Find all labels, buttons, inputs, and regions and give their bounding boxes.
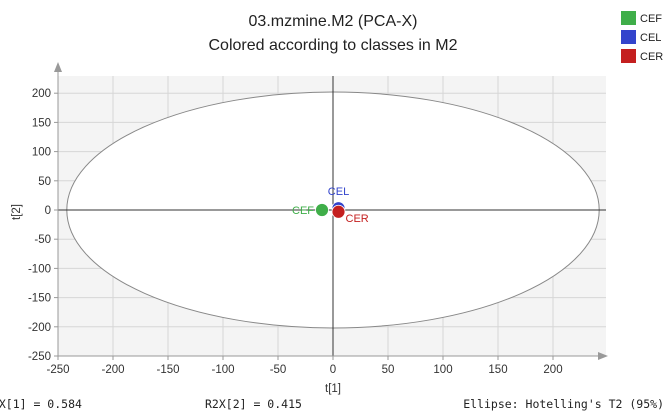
ellipse-readout: Ellipse: Hotelling's T2 (95%) xyxy=(463,397,664,411)
data-points: CEF CEL CER xyxy=(292,186,369,225)
point-label-cef: CEF xyxy=(292,205,314,217)
y-tick-label: -100 xyxy=(28,263,51,275)
legend-swatch-cer xyxy=(621,49,636,63)
y-tick-label: 0 xyxy=(45,205,51,217)
y-tick-label: -250 xyxy=(28,351,51,363)
x-tick-label: 200 xyxy=(543,364,562,376)
point-cer xyxy=(331,204,346,219)
y-tick-label: 150 xyxy=(32,117,51,129)
point-label-cel: CEL xyxy=(328,186,349,198)
y-tick-label: 200 xyxy=(32,88,51,100)
legend-swatch-cel xyxy=(621,30,636,44)
y-tick-label: 50 xyxy=(38,176,51,188)
point-label-cer: CER xyxy=(346,213,369,225)
x-tick-label: -150 xyxy=(156,364,179,376)
x-axis-arrow xyxy=(598,352,608,360)
x-tick-label: 0 xyxy=(330,364,336,376)
y-tick-label: -50 xyxy=(34,234,51,246)
x-tick-label: 50 xyxy=(382,364,395,376)
r2x2-readout: R2X[2] = 0.415 xyxy=(205,397,302,411)
r2x1-readout: R2X[1] = 0.584 xyxy=(0,397,82,411)
chart-title: 03.mzmine.M2 (PCA-X) xyxy=(249,13,418,30)
x-axis-label: t[1] xyxy=(325,383,341,395)
x-tick-label: 100 xyxy=(433,364,452,376)
x-tick-label: -250 xyxy=(46,364,69,376)
legend-label-cer: CER xyxy=(640,51,663,63)
y-tick-label: 100 xyxy=(32,147,51,159)
legend: CEF CEL CER xyxy=(621,11,663,63)
x-tick-label: -100 xyxy=(211,364,234,376)
y-axis-label: t[2] xyxy=(11,204,23,220)
legend-label-cef: CEF xyxy=(640,13,662,25)
axes xyxy=(54,62,608,360)
y-tick-labels: 200 150 100 50 0 -50 -100 -150 -200 -250 xyxy=(28,88,58,363)
y-tick-label: -200 xyxy=(28,322,51,334)
chart-subtitle: Colored according to classes in M2 xyxy=(208,37,457,54)
y-tick-label: -150 xyxy=(28,293,51,305)
x-tick-label: -50 xyxy=(270,364,287,376)
x-tick-label: -200 xyxy=(101,364,124,376)
y-axis-arrow xyxy=(54,62,62,72)
legend-label-cel: CEL xyxy=(640,32,661,44)
x-tick-labels: -250 -200 -150 -100 -50 0 50 100 150 200 xyxy=(46,356,563,376)
legend-swatch-cef xyxy=(621,11,636,25)
x-tick-label: 150 xyxy=(488,364,507,376)
point-cef xyxy=(315,203,329,217)
